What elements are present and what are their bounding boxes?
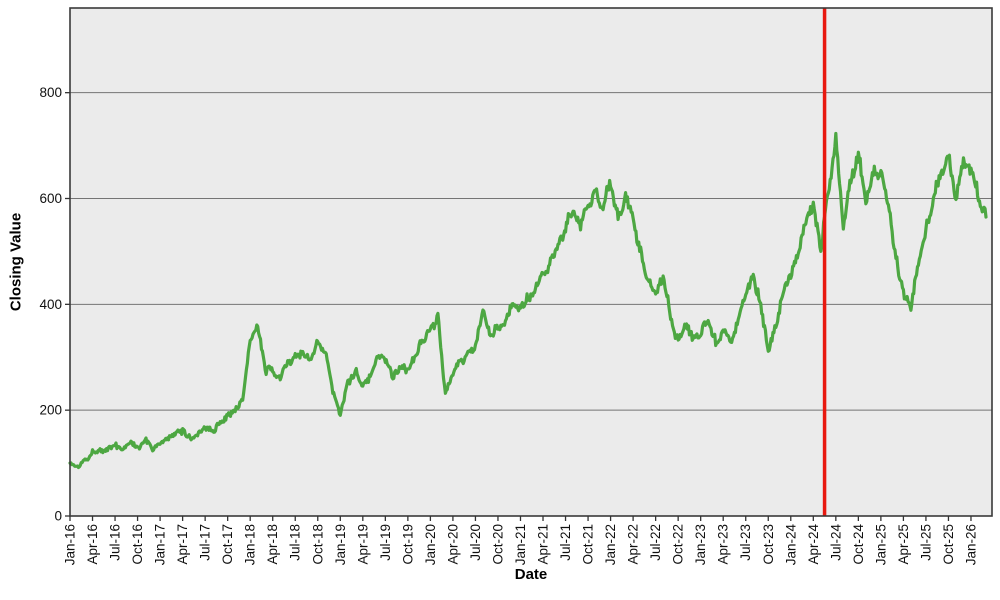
x-tick-label: Apr-19 — [355, 524, 370, 565]
x-tick-label: Jan-19 — [333, 524, 348, 565]
x-tick-label: Oct-21 — [581, 524, 596, 565]
x-tick-label: Jan-17 — [153, 524, 168, 565]
x-tick-label: Oct-16 — [130, 524, 145, 565]
y-tick-label: 400 — [39, 297, 62, 312]
x-tick-label: Jan-20 — [423, 524, 438, 565]
x-tick-label: Jul-19 — [378, 524, 393, 561]
y-tick-label: 800 — [39, 85, 62, 100]
x-tick-label: Oct-24 — [851, 524, 866, 565]
x-tick-label: Jul-22 — [648, 524, 663, 561]
x-tick-label: Oct-20 — [490, 524, 505, 565]
x-tick-label: Apr-21 — [536, 524, 551, 565]
y-axis-title: Closing Value — [7, 212, 25, 312]
x-tick-label: Jul-17 — [198, 524, 213, 561]
x-tick-label: Oct-25 — [941, 524, 956, 565]
x-tick-label: Apr-25 — [896, 524, 911, 565]
x-tick-label: Jan-25 — [873, 524, 888, 565]
plot-frame — [69, 7, 993, 517]
x-tick-label: Apr-16 — [85, 524, 100, 565]
x-tick-label: Jan-22 — [603, 524, 618, 565]
y-tick-label: 200 — [39, 403, 62, 418]
y-tick-label: 600 — [39, 191, 62, 206]
x-tick-label: Apr-17 — [175, 524, 190, 565]
x-tick-label: Jul-16 — [108, 524, 123, 561]
x-tick-label: Jul-25 — [918, 524, 933, 561]
plot-area — [70, 8, 992, 516]
y-tick-label: 0 — [54, 509, 62, 524]
x-tick-label: Jul-21 — [558, 524, 573, 561]
x-tick-label: Jan-24 — [783, 524, 798, 566]
x-tick-label: Apr-24 — [806, 524, 821, 565]
closing-value-line — [68, 131, 988, 470]
x-tick-label: Jul-24 — [828, 524, 843, 561]
x-tick-label: Oct-22 — [671, 524, 686, 565]
x-tick-label: Jan-18 — [243, 524, 258, 565]
x-tick-label: Jan-26 — [963, 524, 978, 565]
x-axis-title: Date — [514, 566, 548, 583]
x-tick-label: Apr-22 — [626, 524, 641, 565]
x-tick-label: Oct-18 — [310, 524, 325, 565]
x-tick-label: Jan-23 — [693, 524, 708, 565]
x-tick-label: Apr-20 — [445, 524, 460, 565]
x-tick-label: Jan-21 — [513, 524, 528, 565]
x-tick-label: Jul-23 — [738, 524, 753, 561]
x-tick-label: Jul-20 — [468, 524, 483, 561]
x-tick-label: Oct-17 — [220, 524, 235, 565]
x-tick-label: Oct-23 — [761, 524, 776, 565]
x-tick-label: Oct-19 — [400, 524, 415, 565]
x-tick-label: Jul-18 — [288, 524, 303, 561]
x-tick-label: Apr-18 — [265, 524, 280, 565]
x-tick-label: Jan-16 — [63, 524, 78, 565]
x-tick-label: Apr-23 — [716, 524, 731, 565]
